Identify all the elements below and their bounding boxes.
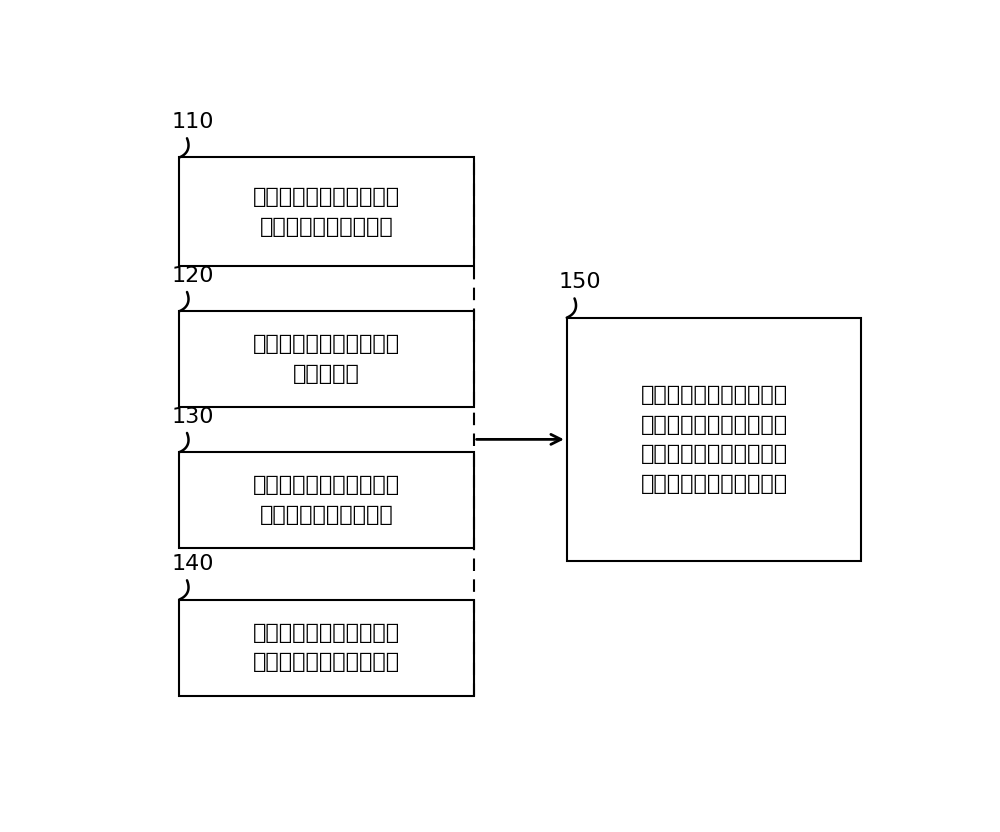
Text: 基于所述转头信息、所述
车道信息、所述转角幅度
信息和所述车辆与路口的
关系信息，确定行车状态: 基于所述转头信息、所述 车道信息、所述转角幅度 信息和所述车辆与路口的 关系信息… <box>640 385 788 493</box>
Text: 130: 130 <box>172 407 214 427</box>
Bar <box>179 600 474 696</box>
Text: 基于车辆的工作参数，确
定车辆的转角幅度信息: 基于车辆的工作参数，确 定车辆的转角幅度信息 <box>253 475 400 525</box>
Text: 110: 110 <box>172 111 214 131</box>
Text: 150: 150 <box>559 272 602 292</box>
Text: 基于行车图像，确定车辆
的车道信息: 基于行车图像，确定车辆 的车道信息 <box>253 334 400 384</box>
Bar <box>179 157 474 266</box>
Bar <box>179 311 474 408</box>
Text: 140: 140 <box>172 554 214 574</box>
Text: 120: 120 <box>172 265 214 285</box>
Bar <box>567 318 861 561</box>
Text: 基于车辆的位置信息，确
定车辆与路口的关系信息: 基于车辆的位置信息，确 定车辆与路口的关系信息 <box>253 623 400 672</box>
Bar <box>179 453 474 548</box>
Text: 基于驾驶员的人脸图像，
确定驾驶员的转头信息: 基于驾驶员的人脸图像， 确定驾驶员的转头信息 <box>253 187 400 237</box>
